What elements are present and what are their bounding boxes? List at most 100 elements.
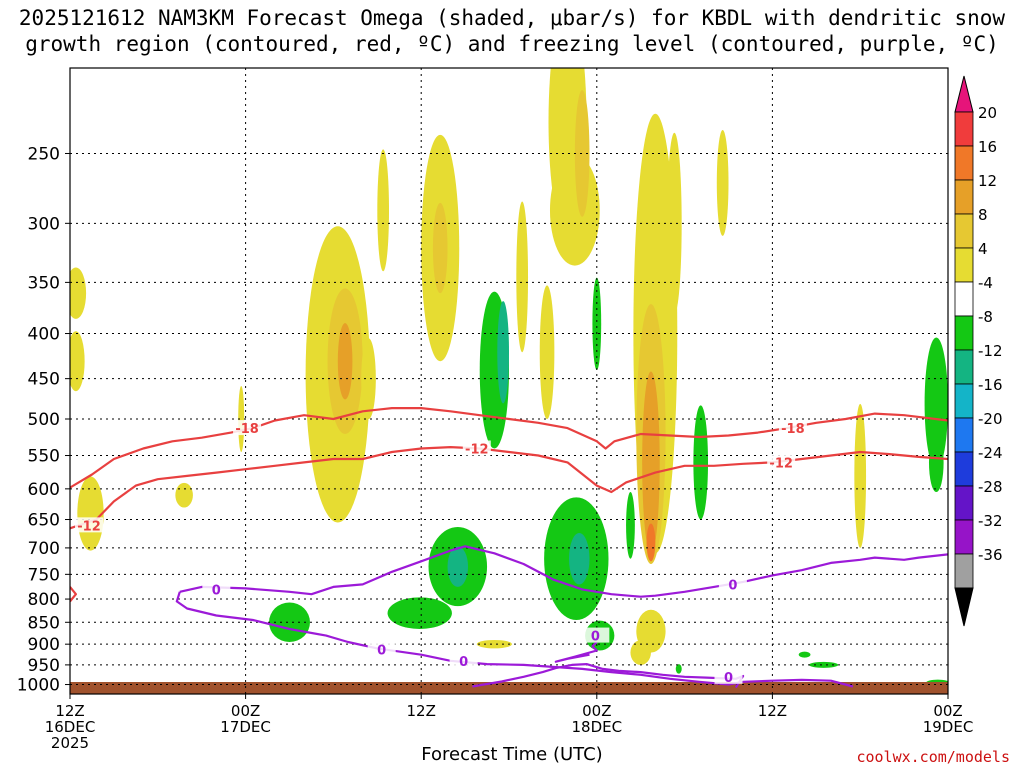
omega-blob: [592, 277, 602, 371]
contour-label: -12: [769, 456, 793, 471]
contour-label: 0: [728, 578, 737, 593]
contour-line--12: [70, 446, 948, 530]
omega-blob: [568, 532, 590, 585]
colorbar-segment: [954, 281, 974, 317]
omega-blob: [337, 323, 353, 400]
omega-blob: [924, 337, 948, 470]
x-tick-label: 17DEC: [220, 718, 271, 736]
omega-blob: [432, 202, 448, 294]
y-tick-label: 800: [28, 590, 60, 610]
y-tick-label: 400: [28, 325, 60, 345]
colorbar-segment: [954, 315, 974, 351]
colorbar-segment: [954, 383, 974, 419]
contour-line--18: [70, 407, 948, 489]
x-tick-label: 2025: [51, 734, 89, 752]
colorbar-label: 16: [978, 138, 997, 156]
omega-blob: [70, 267, 87, 319]
x-tick-label: 12Z: [758, 702, 787, 720]
omega-blob: [693, 405, 709, 520]
colorbar-segment: [954, 247, 974, 283]
contour-label-bg: [718, 576, 747, 592]
contour-label-bg: [367, 641, 396, 657]
contour-label: 0: [724, 671, 733, 686]
colorbar-label: -28: [978, 478, 1003, 496]
y-tick-label: 1000: [17, 676, 60, 696]
omega-blob: [716, 130, 729, 236]
contour-label-bg: [714, 668, 743, 684]
omega-blob: [77, 476, 104, 551]
ground-terrain: [70, 682, 948, 694]
credit-link[interactable]: coolwx.com/models: [856, 748, 1010, 766]
omega-blob: [238, 385, 245, 453]
colorbar-label: -8: [978, 308, 993, 326]
contours: -18 -18 -12 -12 -12 0 0 0 0 0 0: [70, 407, 948, 689]
gridlines: [69, 68, 949, 694]
plot-frame: [69, 67, 949, 695]
x-tick-label: 00Z: [582, 702, 611, 720]
omega-blob: [175, 482, 193, 508]
contour-label-bg: [462, 440, 491, 456]
omega-blob: [798, 651, 811, 658]
x-tick-label: 00Z: [933, 702, 962, 720]
y-tick-label: 900: [28, 635, 60, 655]
x-tick-label: 00Z: [231, 702, 260, 720]
contour-label: 0: [212, 583, 221, 598]
contour-label-bg: [233, 420, 262, 436]
colorbar-label: -36: [978, 546, 1003, 564]
omega-blob: [574, 90, 590, 217]
omega-blob: [626, 492, 635, 559]
y-tick-label: 350: [28, 273, 60, 293]
contour-label: -12: [465, 442, 489, 457]
x-axis-label: Forecast Time (UTC): [421, 744, 603, 765]
colorbar-label: -32: [978, 512, 1003, 530]
y-tick-label: 850: [28, 613, 60, 633]
y-tick-label: 500: [28, 410, 60, 430]
x-tick-label: 12Z: [407, 702, 436, 720]
colorbar-label: -24: [978, 444, 1003, 462]
omega-blob: [808, 661, 839, 668]
omega-blob: [361, 338, 376, 420]
contour-label-bg: [75, 517, 104, 533]
colorbar-label: 4: [978, 240, 988, 258]
omega-blob: [549, 155, 600, 266]
colorbar-segment: [954, 111, 974, 147]
omega-blob: [497, 301, 509, 404]
contour-label: 0: [459, 655, 468, 670]
contour-line-red-edge: [70, 586, 77, 603]
colorbar-segment: [954, 179, 974, 215]
colorbar-segment: [954, 213, 974, 249]
contour-line-0b: [175, 591, 854, 688]
colorbar-label: -16: [978, 376, 1003, 394]
colorbar-segment: [954, 145, 974, 181]
x-tick-label: 12Z: [55, 702, 84, 720]
omega-field: [70, 68, 948, 686]
y-tick-label: 550: [28, 447, 60, 467]
y-tick-label: 750: [28, 565, 60, 585]
contour-label-bg: [767, 454, 796, 470]
y-tick-label: 950: [28, 656, 60, 676]
colorbar-segment: [954, 553, 974, 589]
omega-blob: [70, 331, 85, 392]
chart-title-line1: 2025121612 NAM3KM Forecast Omega (shaded…: [18, 6, 1006, 30]
omega-blob: [269, 602, 310, 643]
colorbar-segment: [954, 417, 974, 453]
omega-blob: [447, 546, 469, 587]
contour-label-bg: [449, 652, 478, 668]
colorbar-label: 12: [978, 172, 997, 190]
omega-blob: [539, 285, 555, 420]
y-tick-label: 650: [28, 511, 60, 531]
omega-blob: [516, 201, 529, 353]
x-tick-label: 16DEC: [45, 718, 96, 736]
omega-blob: [646, 523, 656, 562]
colorbar-over-triangle: [954, 75, 974, 113]
omega-blob: [630, 640, 651, 665]
y-tick-label: 600: [28, 480, 60, 500]
y-tick-label: 250: [28, 144, 60, 164]
omega-blob: [667, 132, 682, 314]
colorbar-under-triangle: [954, 587, 974, 627]
omega-blob: [377, 149, 390, 272]
contour-label: -18: [235, 422, 259, 437]
contour-label-bg: [202, 581, 231, 597]
omega-blob: [928, 432, 944, 493]
